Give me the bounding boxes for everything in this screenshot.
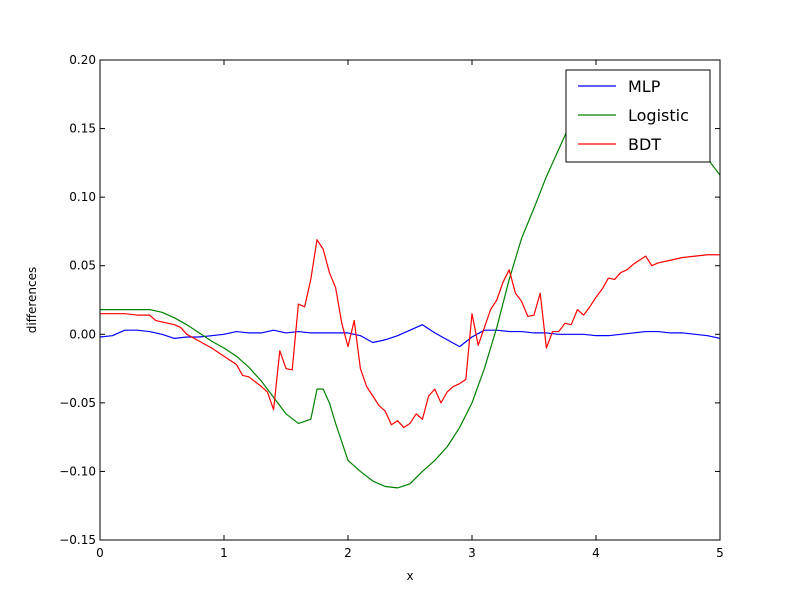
x-tick-label: 1: [220, 546, 228, 560]
x-tick-label: 2: [344, 546, 352, 560]
plot-frame: [99, 59, 721, 541]
series-line-bdt: [100, 239, 720, 429]
legend-label-mlp: MLP: [628, 77, 661, 96]
legend-box: [565, 69, 711, 163]
y-tick-label: −0.15: [59, 533, 96, 547]
y-tick-label: −0.05: [59, 396, 96, 410]
x-tick-label: 3: [468, 546, 476, 560]
y-tick-label: 0.10: [69, 190, 96, 204]
y-tick-label: 0.05: [69, 259, 96, 273]
x-axis-label: x: [406, 569, 413, 583]
legend: MLP Logistic BDT: [565, 69, 711, 163]
x-tick-label: 0: [96, 546, 104, 560]
y-tick-label: 0.00: [69, 327, 96, 341]
y-tick-label: 0.15: [69, 122, 96, 136]
ticks-layer: 0 1 2 3 4 5 −0.15 −0.10 −0.05 0.00 0.05 0.10 0.15 0.2…: [59, 53, 724, 560]
x-tick-label: 5: [716, 546, 724, 560]
legend-label-logistic: Logistic: [628, 106, 689, 125]
legend-label-bdt: BDT: [628, 135, 661, 154]
y-axis-label: differences: [25, 267, 39, 334]
series-line-mlp: [100, 324, 720, 348]
y-tick-label: 0.20: [69, 53, 96, 67]
x-tick-label: 4: [592, 546, 600, 560]
y-tick-label: −0.10: [59, 464, 96, 478]
